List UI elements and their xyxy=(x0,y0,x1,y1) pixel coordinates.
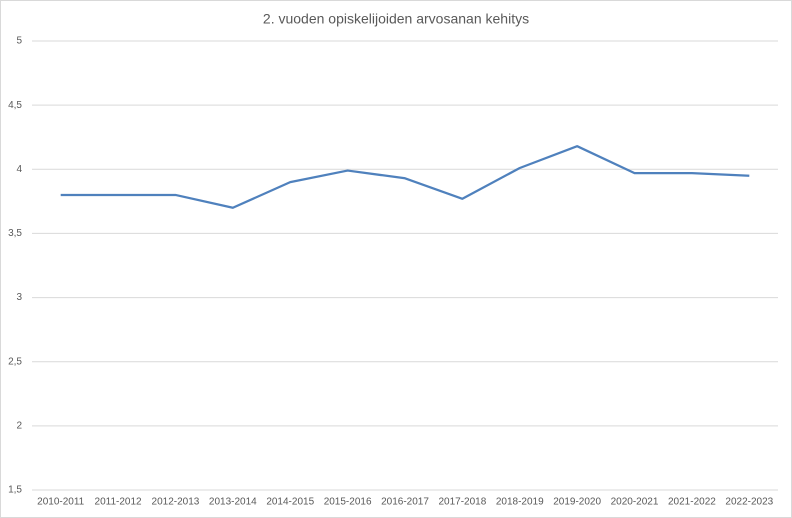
x-tick-label: 2011-2012 xyxy=(95,497,143,508)
x-tick-label: 2012-2013 xyxy=(152,497,200,508)
y-tick-label: 5 xyxy=(16,36,22,47)
x-tick-label: 2020-2021 xyxy=(611,497,659,508)
y-tick-label: 2,5 xyxy=(8,356,22,367)
x-tick-label: 2010-2011 xyxy=(37,497,85,508)
y-tick-label: 2 xyxy=(16,420,22,431)
x-tick-label: 2022-2023 xyxy=(725,497,773,508)
chart-title: 2. vuoden opiskelijoiden arvosanan kehit… xyxy=(263,11,529,27)
data-line xyxy=(60,145,750,209)
x-tick-label: 2018-2019 xyxy=(496,497,544,508)
y-tick-label: 4,5 xyxy=(8,100,22,111)
x-tick-label: 2019-2020 xyxy=(553,497,601,508)
x-tick-label: 2013-2014 xyxy=(209,497,257,508)
y-tick-label: 1,5 xyxy=(8,485,22,496)
x-tick-label: 2016-2017 xyxy=(381,497,429,508)
x-tick-label: 2021-2022 xyxy=(668,497,716,508)
x-tick-label: 2017-2018 xyxy=(438,497,486,508)
x-tick-label: 2014-2015 xyxy=(266,497,314,508)
y-tick-label: 3,5 xyxy=(8,228,22,239)
y-tick-label: 4 xyxy=(16,164,22,175)
x-tick-label: 2015-2016 xyxy=(324,497,372,508)
y-tick-label: 3 xyxy=(16,292,22,303)
